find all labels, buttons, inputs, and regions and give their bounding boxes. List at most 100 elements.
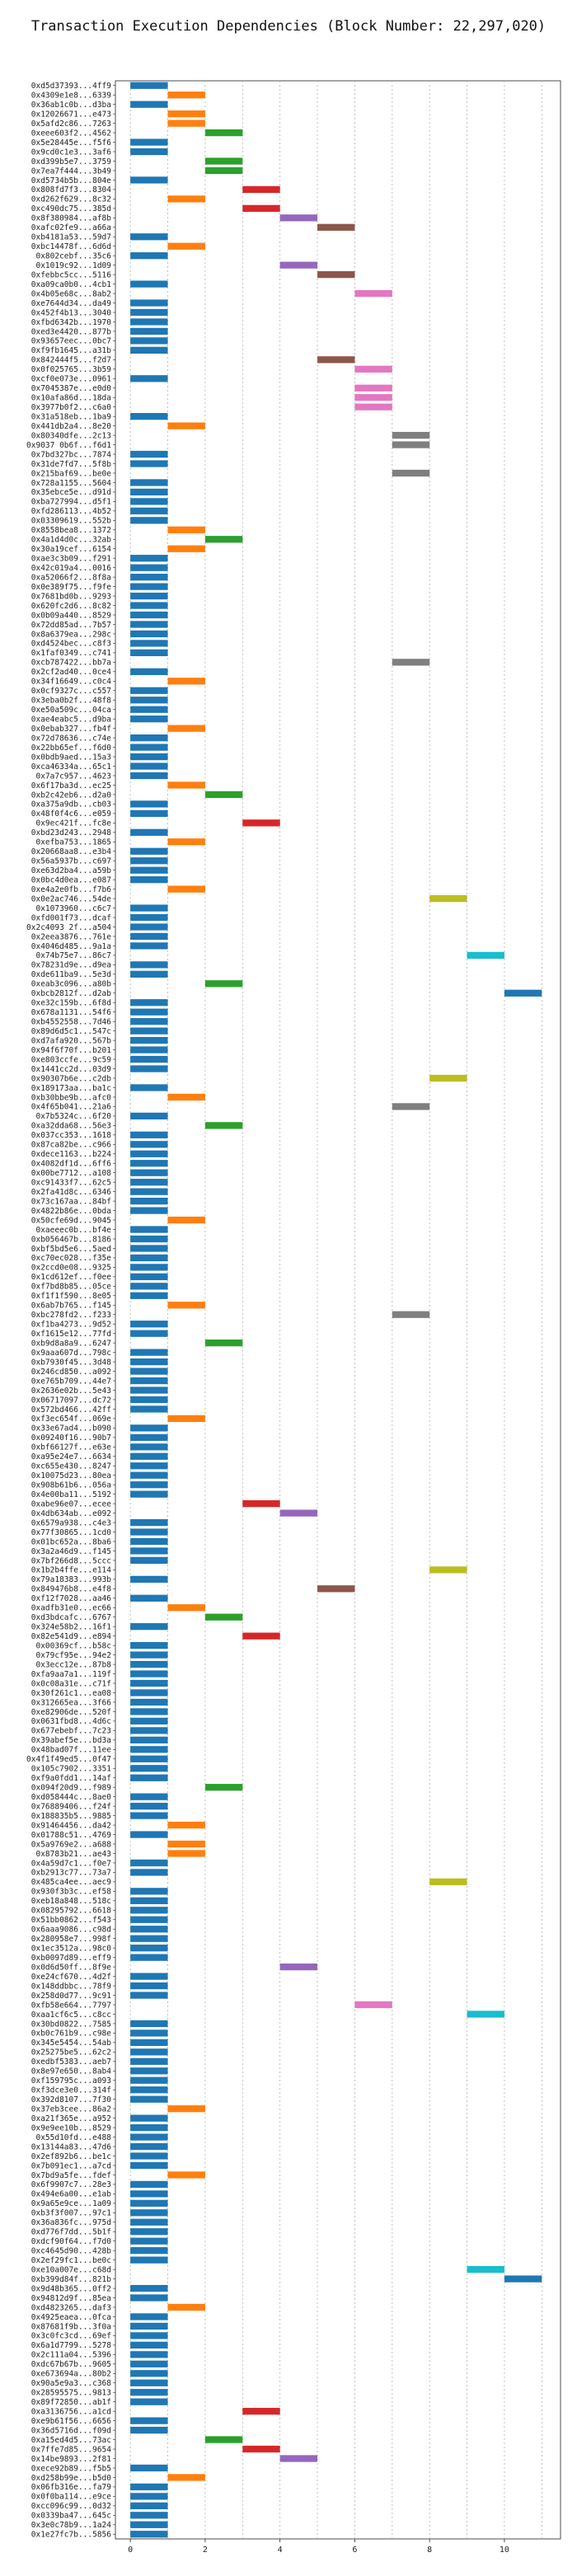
- gantt-bar: [130, 1169, 168, 1176]
- tx-label: 0xfd286113...4b52: [31, 507, 111, 516]
- tx-label: 0x1e27fc7b...5856: [31, 2531, 112, 2540]
- tx-label: 0x25275be5...62c2: [31, 2048, 111, 2058]
- tx-label: 0x2ef892b6...be1c: [31, 2152, 111, 2161]
- gantt-bar: [130, 375, 168, 382]
- gantt-bar: [130, 2029, 168, 2037]
- tx-label: 0xe9b61f56...6656: [31, 2417, 112, 2426]
- tx-label: 0x678a1131...54f6: [31, 1008, 112, 1017]
- tx-label: 0x30a19cef...6154: [31, 545, 112, 554]
- gantt-bar: [130, 2512, 168, 2519]
- tx-label: 0x39abef5e...bd3a: [31, 1736, 111, 1745]
- gantt-bar: [467, 2265, 504, 2273]
- gantt-bar: [354, 365, 392, 373]
- tx-label: 0xfd001f73...dcaf: [31, 913, 111, 922]
- gantt-bar: [130, 2199, 168, 2207]
- tx-label: 0x87681f9b...3f0a: [31, 2322, 111, 2331]
- gantt-bar: [130, 1698, 168, 1706]
- tx-label: 0xbc14478f...6d6d: [31, 242, 111, 251]
- tx-label: 0x09240f16...90b7: [31, 1433, 111, 1443]
- tx-label: 0x2ef29fc1...be0c: [31, 2256, 111, 2265]
- gantt-bar: [242, 204, 280, 212]
- gantt-bar: [392, 469, 430, 477]
- tx-label: 0x93657eec...0bc7: [31, 337, 111, 346]
- tx-label: 0x06717097...dc72: [31, 1396, 111, 1405]
- gantt-bar: [392, 1103, 430, 1110]
- gantt-bar: [130, 1283, 168, 1290]
- tx-label: 0x0e389f75...f9fe: [31, 583, 112, 592]
- tx-label: 0xe32c159b...6f8d: [31, 999, 111, 1008]
- gantt-bar: [167, 2303, 205, 2311]
- tx-label: 0x4f1f49ed5...0f47: [26, 1755, 111, 1764]
- gantt-bar: [130, 2521, 168, 2528]
- tx-label: 0x5a9769e2...a688: [31, 1840, 112, 1849]
- gantt-bar: [130, 2142, 168, 2151]
- gantt-bar: [130, 517, 168, 524]
- tx-label: 0x10afa86d...18da: [31, 394, 111, 403]
- gantt-bar: [130, 2493, 168, 2500]
- tx-label: 0x9ec421f...fc8e: [35, 819, 111, 828]
- tx-label: 0x87ca82be...c966: [31, 1141, 112, 1150]
- tx-label: 0x79a18383...993b: [31, 1575, 112, 1584]
- tx-label: 0x79cf95e...94e2: [35, 1651, 111, 1660]
- tx-label: 0x5e28445e...f5f6: [31, 138, 112, 148]
- gantt-bar: [130, 828, 168, 836]
- gantt-bar: [467, 951, 504, 960]
- gantt-bar: [204, 791, 243, 799]
- tx-label: 0xc490dc75...385d: [31, 204, 111, 213]
- tx-label: 0x90a5e9a3...c368: [31, 2379, 112, 2388]
- gantt-bar: [130, 999, 168, 1006]
- gantt-bar: [279, 1963, 318, 1971]
- tx-label: 0x094f20d9...f989: [31, 1784, 112, 1793]
- tx-label: 0xa3136756...a1cd: [31, 2407, 111, 2416]
- gantt-bar: [130, 1321, 168, 1328]
- tx-label: 0x280958e7...998f: [31, 1935, 111, 1944]
- tx-label: 0x6f17ba3d...ec25: [31, 781, 111, 791]
- tx-label: 0x148ddbbc...78f9: [31, 1982, 112, 1991]
- tx-label: 0x06fb316e...fa79: [31, 2483, 112, 2492]
- gantt-bar: [130, 2152, 168, 2160]
- tx-label: 0xd399b5e7...3759: [31, 157, 112, 167]
- gantt-bar: [130, 1727, 168, 1734]
- tx-label: 0x0bc4d0ea...e087: [31, 875, 111, 884]
- gantt-bar: [130, 1992, 168, 1999]
- gantt-bar: [130, 1424, 168, 1432]
- gantt-bar: [130, 1528, 168, 1536]
- tx-label: 0x89d6d5c1...547c: [31, 1027, 111, 1036]
- gantt-bar: [130, 1036, 168, 1044]
- tx-label: 0x9aaa607d...798c: [31, 1349, 111, 1358]
- tx-label: 0xa95e24e7...6634: [31, 1452, 112, 1462]
- gantt-bar: [167, 781, 205, 789]
- gantt-bar: [167, 91, 205, 99]
- tx-label: 0xa52066f2...8f8a: [31, 573, 111, 582]
- gantt-bar: [130, 2313, 168, 2320]
- gantt-bar: [167, 838, 205, 846]
- tx-label: 0xdcf90f64...f7d0: [31, 2237, 112, 2246]
- tx-label: 0x849476b8...e4f8: [31, 1585, 112, 1594]
- tx-label: 0x246cd850...a092: [31, 1368, 111, 1377]
- tx-label: 0x72d78636...c74e: [31, 734, 112, 743]
- gantt-bar: [167, 545, 205, 552]
- tx-label: 0xb056467b...8186: [31, 1235, 112, 1244]
- tx-label: 0xd262f629...8c32: [31, 195, 111, 204]
- gantt-bar: [317, 1585, 355, 1593]
- tx-label: 0xece92b89...f5b5: [31, 2464, 111, 2473]
- tx-label: 0x4f65b041...21a6: [31, 1103, 112, 1112]
- gantt-bar: [130, 2237, 168, 2245]
- tx-label: 0xf7bd8b85...05ce: [31, 1283, 112, 1292]
- plot-frame: [115, 80, 561, 2540]
- tx-label: 0x0b09a440...8529: [31, 611, 112, 620]
- tx-label: 0xf9fb1645...a31b: [31, 346, 112, 355]
- tx-label: 0xb399d84f...821b: [31, 2275, 112, 2284]
- gantt-bar: [242, 819, 280, 827]
- tx-label: 0x4e00ba11...5192: [31, 1490, 111, 1499]
- gantt-bar: [130, 2123, 168, 2132]
- tx-label: 0xbf5bd5e6...5aed: [31, 1245, 111, 1254]
- gantt-bar: [130, 753, 168, 761]
- tx-label: 0x8783b21...ae43: [35, 1850, 111, 1859]
- tx-label: 0x7bd9a5fe...fdef: [31, 2171, 111, 2180]
- tx-label: 0x441db2a4...8e20: [31, 422, 112, 431]
- tx-label: 0x0bdb9aed...15a3: [31, 753, 111, 762]
- gantt-bar: [130, 1575, 168, 1584]
- gantt-bar: [167, 678, 205, 685]
- tx-label: 0xf3dce3e0...314f: [31, 2086, 111, 2095]
